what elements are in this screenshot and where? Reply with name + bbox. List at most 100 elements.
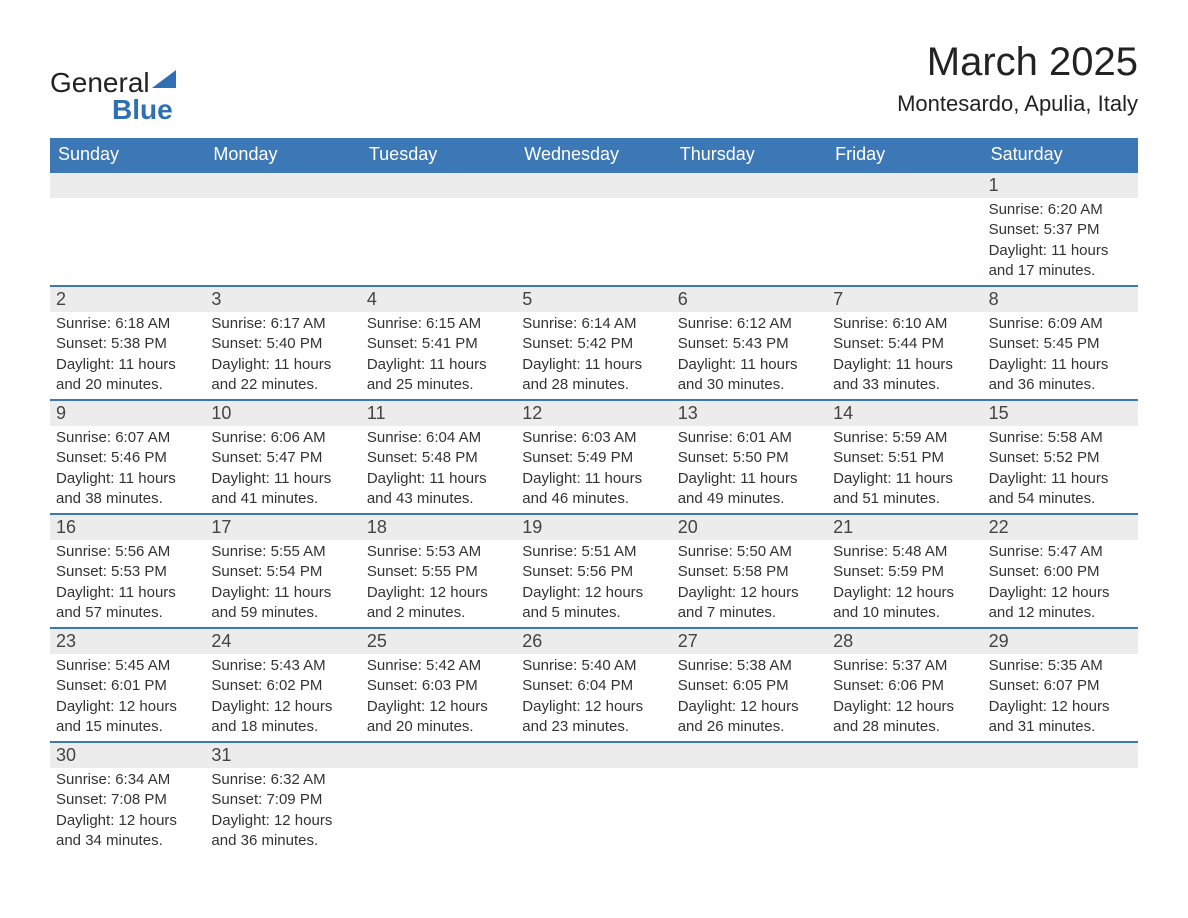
- sunrise-text: Sunrise: 5:55 AM: [211, 542, 354, 562]
- sunset-text: Sunset: 5:41 PM: [367, 334, 510, 354]
- calendar-column-header: Saturday: [983, 138, 1138, 171]
- day-number: 4: [361, 287, 516, 312]
- daylight-text-2: and 36 minutes.: [989, 375, 1132, 395]
- day-number: [827, 743, 982, 768]
- sunrise-text: Sunrise: 5:51 AM: [522, 542, 665, 562]
- day-info: Sunrise: 6:14 AMSunset: 5:42 PMDaylight:…: [516, 312, 671, 399]
- daylight-text-1: Daylight: 11 hours: [522, 469, 665, 489]
- daylight-text-2: and 36 minutes.: [211, 831, 354, 851]
- daylight-text-1: Daylight: 11 hours: [211, 355, 354, 375]
- day-info: Sunrise: 6:07 AMSunset: 5:46 PMDaylight:…: [50, 426, 205, 513]
- calendar-header-row: SundayMondayTuesdayWednesdayThursdayFrid…: [50, 138, 1138, 171]
- daylight-text-2: and 30 minutes.: [678, 375, 821, 395]
- calendar-column-header: Monday: [205, 138, 360, 171]
- day-info: Sunrise: 5:50 AMSunset: 5:58 PMDaylight:…: [672, 540, 827, 627]
- week-daynum-row: 2345678: [50, 285, 1138, 312]
- sunrise-text: Sunrise: 6:12 AM: [678, 314, 821, 334]
- sunrise-text: Sunrise: 5:53 AM: [367, 542, 510, 562]
- day-number: 23: [50, 629, 205, 654]
- week-daynum-row: 9101112131415: [50, 399, 1138, 426]
- sunrise-text: Sunrise: 5:38 AM: [678, 656, 821, 676]
- daylight-text-1: Daylight: 11 hours: [367, 355, 510, 375]
- day-number: [827, 173, 982, 198]
- sunrise-text: Sunrise: 6:18 AM: [56, 314, 199, 334]
- daylight-text-2: and 7 minutes.: [678, 603, 821, 623]
- calendar-column-header: Sunday: [50, 138, 205, 171]
- day-number: 18: [361, 515, 516, 540]
- sunrise-text: Sunrise: 5:40 AM: [522, 656, 665, 676]
- week-info-row: Sunrise: 6:18 AMSunset: 5:38 PMDaylight:…: [50, 312, 1138, 399]
- sunrise-text: Sunrise: 6:06 AM: [211, 428, 354, 448]
- sunrise-text: Sunrise: 5:56 AM: [56, 542, 199, 562]
- sunrise-text: Sunrise: 6:17 AM: [211, 314, 354, 334]
- day-number: [672, 173, 827, 198]
- day-info: [50, 198, 205, 285]
- sunset-text: Sunset: 5:46 PM: [56, 448, 199, 468]
- day-info: Sunrise: 5:51 AMSunset: 5:56 PMDaylight:…: [516, 540, 671, 627]
- daylight-text-1: Daylight: 11 hours: [678, 469, 821, 489]
- calendar-column-header: Tuesday: [361, 138, 516, 171]
- daylight-text-2: and 2 minutes.: [367, 603, 510, 623]
- day-number: 20: [672, 515, 827, 540]
- day-number: 31: [205, 743, 360, 768]
- daylight-text-2: and 26 minutes.: [678, 717, 821, 737]
- sunset-text: Sunset: 5:44 PM: [833, 334, 976, 354]
- title-block: March 2025 Montesardo, Apulia, Italy: [897, 40, 1138, 117]
- day-number: 30: [50, 743, 205, 768]
- sunset-text: Sunset: 5:54 PM: [211, 562, 354, 582]
- day-number: 17: [205, 515, 360, 540]
- daylight-text-2: and 31 minutes.: [989, 717, 1132, 737]
- day-info: Sunrise: 5:37 AMSunset: 6:06 PMDaylight:…: [827, 654, 982, 741]
- day-info: Sunrise: 6:17 AMSunset: 5:40 PMDaylight:…: [205, 312, 360, 399]
- day-number: 2: [50, 287, 205, 312]
- day-number: [50, 173, 205, 198]
- daylight-text-1: Daylight: 12 hours: [989, 697, 1132, 717]
- daylight-text-1: Daylight: 11 hours: [989, 469, 1132, 489]
- sunset-text: Sunset: 5:58 PM: [678, 562, 821, 582]
- day-number: 5: [516, 287, 671, 312]
- daylight-text-1: Daylight: 12 hours: [367, 697, 510, 717]
- sunrise-text: Sunrise: 6:01 AM: [678, 428, 821, 448]
- day-info: Sunrise: 5:45 AMSunset: 6:01 PMDaylight:…: [50, 654, 205, 741]
- day-number: [361, 173, 516, 198]
- sunset-text: Sunset: 6:07 PM: [989, 676, 1132, 696]
- day-number: 10: [205, 401, 360, 426]
- day-info: [361, 768, 516, 855]
- page-subtitle: Montesardo, Apulia, Italy: [897, 91, 1138, 117]
- daylight-text-1: Daylight: 12 hours: [56, 811, 199, 831]
- day-info: Sunrise: 6:15 AMSunset: 5:41 PMDaylight:…: [361, 312, 516, 399]
- day-number: 14: [827, 401, 982, 426]
- brand-name-2: Blue: [50, 94, 173, 125]
- sunrise-text: Sunrise: 6:10 AM: [833, 314, 976, 334]
- daylight-text-1: Daylight: 11 hours: [211, 583, 354, 603]
- day-number: 6: [672, 287, 827, 312]
- sunset-text: Sunset: 5:37 PM: [989, 220, 1132, 240]
- daylight-text-2: and 34 minutes.: [56, 831, 199, 851]
- daylight-text-1: Daylight: 11 hours: [833, 355, 976, 375]
- daylight-text-1: Daylight: 11 hours: [833, 469, 976, 489]
- sunset-text: Sunset: 5:42 PM: [522, 334, 665, 354]
- daylight-text-2: and 10 minutes.: [833, 603, 976, 623]
- daylight-text-1: Daylight: 11 hours: [56, 355, 199, 375]
- sunset-text: Sunset: 6:02 PM: [211, 676, 354, 696]
- daylight-text-1: Daylight: 12 hours: [989, 583, 1132, 603]
- daylight-text-1: Daylight: 12 hours: [522, 697, 665, 717]
- day-info: [672, 198, 827, 285]
- calendar-column-header: Friday: [827, 138, 982, 171]
- sunset-text: Sunset: 5:53 PM: [56, 562, 199, 582]
- daylight-text-1: Daylight: 12 hours: [211, 811, 354, 831]
- sunset-text: Sunset: 6:01 PM: [56, 676, 199, 696]
- sunrise-text: Sunrise: 5:58 AM: [989, 428, 1132, 448]
- daylight-text-2: and 22 minutes.: [211, 375, 354, 395]
- calendar-body: 1Sunrise: 6:20 AMSunset: 5:37 PMDaylight…: [50, 171, 1138, 855]
- sunset-text: Sunset: 5:56 PM: [522, 562, 665, 582]
- daylight-text-2: and 20 minutes.: [56, 375, 199, 395]
- daylight-text-1: Daylight: 11 hours: [989, 355, 1132, 375]
- day-number: [516, 743, 671, 768]
- day-number: 19: [516, 515, 671, 540]
- day-info: Sunrise: 6:03 AMSunset: 5:49 PMDaylight:…: [516, 426, 671, 513]
- sunrise-text: Sunrise: 5:35 AM: [989, 656, 1132, 676]
- day-info: [205, 198, 360, 285]
- day-info: Sunrise: 5:42 AMSunset: 6:03 PMDaylight:…: [361, 654, 516, 741]
- daylight-text-2: and 38 minutes.: [56, 489, 199, 509]
